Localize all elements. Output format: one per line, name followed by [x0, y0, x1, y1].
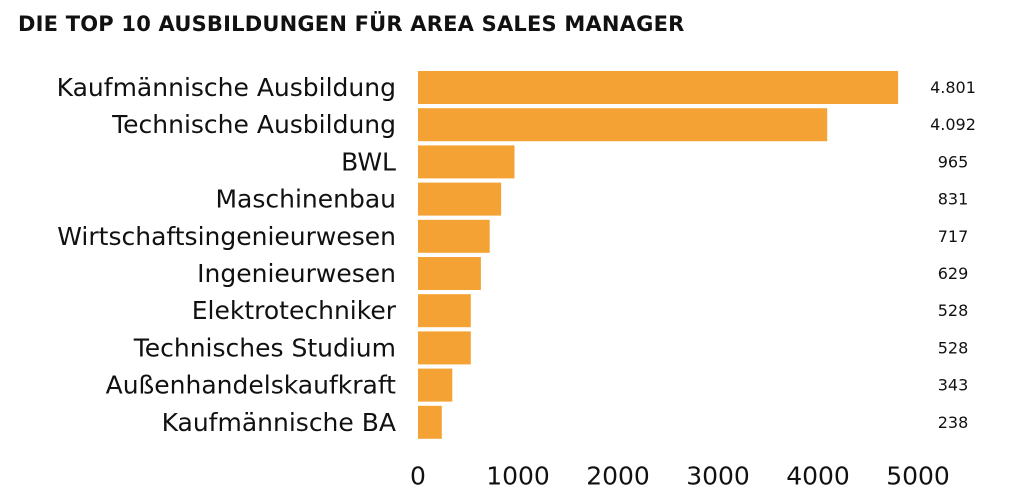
category-label: Ingenieurwesen: [197, 259, 396, 288]
value-label: 965: [938, 152, 969, 171]
bar-2: [418, 145, 515, 179]
value-label: 528: [938, 301, 969, 320]
value-label: 717: [938, 227, 969, 246]
category-label: Wirtschaftsingenieurwesen: [57, 222, 396, 251]
bar-1: [418, 108, 828, 142]
category-label: Außenhandelskaufkraft: [106, 371, 397, 400]
value-label: 528: [938, 338, 969, 357]
x-tick-label: 4000: [786, 462, 850, 489]
value-label: 238: [938, 413, 969, 432]
bar-8: [418, 368, 453, 402]
x-tick-label: 1000: [486, 462, 550, 489]
bar-3: [418, 182, 502, 216]
category-label: Kaufmännische BA: [162, 408, 396, 437]
bar-9: [418, 405, 442, 439]
value-label: 4.092: [930, 115, 976, 134]
bar-6: [418, 294, 471, 328]
bar-4: [418, 219, 490, 253]
category-label: BWL: [341, 147, 396, 176]
x-tick-label: 5000: [886, 462, 950, 489]
bar-5: [418, 257, 481, 290]
x-tick-label: 3000: [686, 462, 750, 489]
value-label: 629: [938, 264, 969, 283]
chart-title: DIE TOP 10 AUSBILDUNGEN FÜR AREA SALES M…: [18, 12, 685, 36]
category-label: Maschinenbau: [215, 185, 396, 214]
value-label: 831: [938, 190, 969, 209]
value-label: 4.801: [930, 78, 976, 97]
category-label: Technische Ausbildung: [111, 110, 396, 139]
value-label: 343: [938, 376, 969, 395]
bar-0: [418, 71, 899, 104]
x-tick-label: 2000: [586, 462, 650, 489]
x-tick-label: 0: [410, 462, 426, 489]
category-label: Elektrotechniker: [192, 296, 397, 325]
category-label: Kaufmännische Ausbildung: [57, 73, 396, 102]
bar-7: [418, 331, 471, 365]
category-label: Technisches Studium: [133, 333, 396, 362]
